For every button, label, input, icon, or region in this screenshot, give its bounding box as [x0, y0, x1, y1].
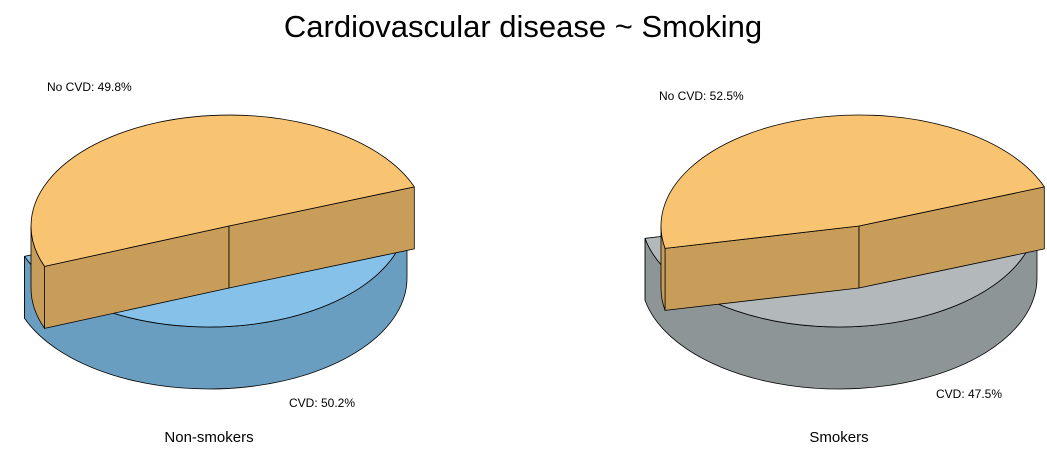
chart-title: Cardiovascular disease ~ Smoking	[284, 9, 762, 44]
slice-label-no-cvd-smokers: No CVD: 52.5%	[659, 89, 744, 103]
slice-cvd-non-smokers	[30, 114, 415, 267]
pie-caption-smokers: Smokers	[809, 429, 868, 446]
slice-label-no-cvd-non-smokers: No CVD: 49.8%	[47, 80, 132, 94]
pie-non-smokers: No CVD: 49.8% CVD: 50.2% Non-smokers	[24, 80, 415, 446]
slice-cvd-smokers	[660, 114, 1045, 249]
slice-label-cvd-smokers: CVD: 47.5%	[936, 387, 1002, 401]
pie-caption-non-smokers: Non-smokers	[164, 429, 253, 446]
slice-label-cvd-non-smokers: CVD: 50.2%	[289, 396, 355, 410]
pie-smokers: No CVD: 52.5% CVD: 47.5% Smokers	[644, 89, 1045, 446]
